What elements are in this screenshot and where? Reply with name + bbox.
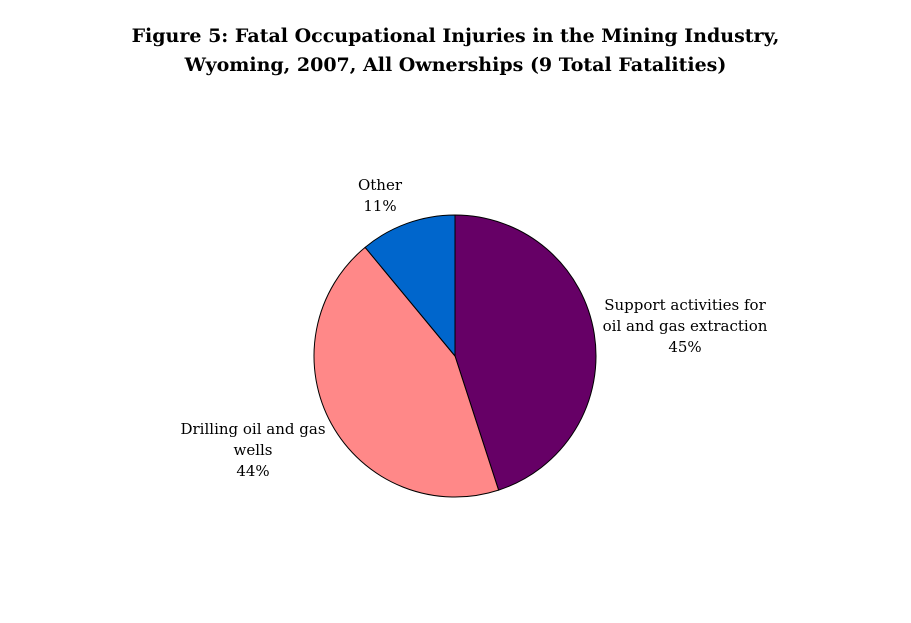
pie-label-line: Drilling oil and gas — [180, 420, 325, 438]
pie-label-percent: 45% — [668, 338, 701, 356]
pie-slices — [313, 214, 597, 498]
pie-slice-support-activities-for-oil-and-gas-extraction — [454, 214, 597, 491]
pie-slice-other — [364, 214, 456, 358]
pie-label-line: Other — [358, 176, 403, 194]
pie-label-percent: 11% — [363, 197, 396, 215]
pie-label-line: wells — [233, 441, 272, 459]
pie-label-drilling-oil-and-gas-wells: Drilling oil and gas wells 44% — [180, 420, 325, 480]
pie-labels: Support activities for oil and gas extrac… — [180, 176, 767, 480]
chart-title: Figure 5: Fatal Occupational Injuries in… — [0, 22, 911, 80]
pie-slice-drilling-oil-and-gas-wells — [313, 246, 500, 498]
pie-label-support-activities-for-oil-and-gas-extraction: Support activities for oil and gas extrac… — [603, 296, 768, 356]
pie-label-line: Support activities for — [604, 296, 766, 314]
pie-label-percent: 44% — [236, 462, 269, 480]
chart-title-line-1: Figure 5: Fatal Occupational Injuries in… — [131, 25, 780, 47]
chart-title-line-2: Wyoming, 2007, All Ownerships (9 Total F… — [184, 54, 727, 76]
pie-label-other: Other 11% — [358, 176, 403, 215]
pie-label-line: oil and gas extraction — [603, 317, 768, 335]
